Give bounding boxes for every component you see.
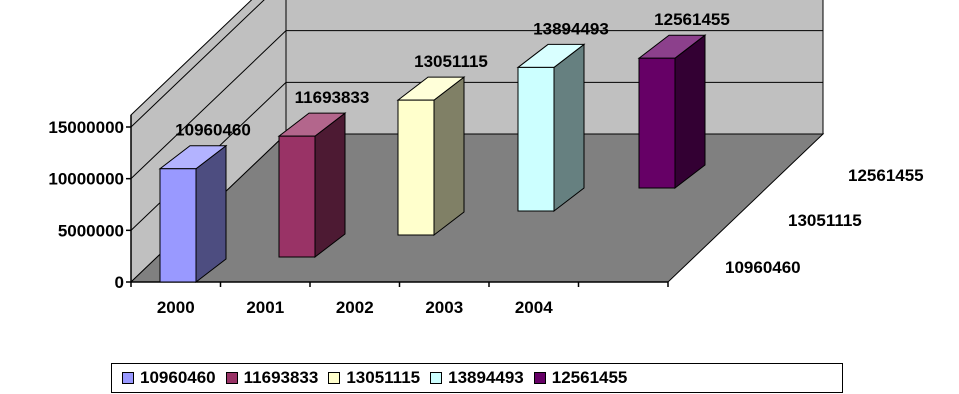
x-tick-label: 2004: [515, 298, 553, 317]
legend-label: 13894493: [448, 368, 524, 387]
data-label: 12561455: [654, 10, 730, 29]
legend-swatch: [122, 372, 134, 384]
depth-tick-label: 13051115: [788, 211, 862, 230]
legend-swatch: [328, 372, 341, 384]
x-tick-label: 2003: [425, 298, 463, 317]
x-tick-label: 2001: [246, 298, 284, 317]
depth-tick-label: 10960460: [725, 258, 801, 277]
data-label: 13894493: [533, 19, 609, 38]
bar: [278, 135, 316, 258]
chart-legend: 10960460 11693833 13051115 13894493 1256…: [111, 363, 843, 393]
bar-side: [314, 112, 346, 259]
bar: [638, 57, 676, 189]
x-tick-label: 2002: [336, 298, 374, 317]
y-tick-label: 0: [115, 273, 124, 292]
legend-item: 11693833: [225, 368, 319, 388]
legend-label: 12561455: [551, 368, 628, 387]
gridline: [130, 0, 265, 128]
data-label: 13051115: [414, 52, 488, 71]
legend-label: 10960460: [140, 368, 216, 387]
bar-side: [674, 34, 706, 190]
data-label: 11693833: [295, 88, 370, 107]
bar-side: [553, 43, 585, 213]
legend-item: 12561455: [533, 368, 628, 388]
legend-item: 13894493: [430, 368, 524, 388]
legend-swatch: [225, 372, 238, 384]
legend-swatch: [430, 372, 443, 384]
y-tick-label: 5000000: [58, 221, 124, 240]
legend-item: 13051115: [328, 368, 420, 388]
depth-tick-label: 12561455: [848, 166, 924, 185]
gridline: [130, 30, 287, 180]
legend-swatch: [533, 372, 546, 384]
bar: [159, 168, 197, 283]
chart-area: 0 5000000 10000000 15000000 2000 2001 2002 2003…: [48, 0, 924, 317]
data-label: 10960460: [175, 121, 251, 140]
legend-label: 13051115: [346, 368, 421, 387]
bar: [517, 66, 555, 212]
bar-side: [433, 76, 465, 237]
legend-item: 10960460: [122, 368, 216, 388]
y-tick-label: 10000000: [48, 170, 124, 189]
legend-label: 11693833: [243, 368, 319, 387]
bar: [397, 99, 435, 236]
y-tick-label: 15000000: [48, 118, 124, 137]
x-tick-label: 2000: [157, 298, 195, 317]
bar-side: [195, 144, 227, 284]
